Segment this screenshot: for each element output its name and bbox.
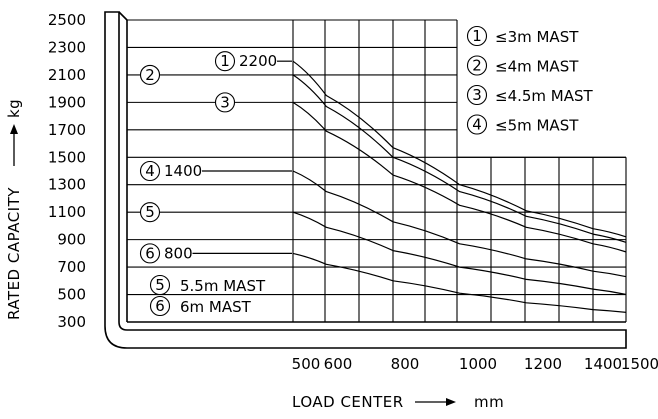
start-label-1: 2200 (239, 52, 277, 70)
legend-3-marker-number: 3 (472, 86, 482, 104)
legend-3-text: ≤4.5m MAST (495, 87, 594, 105)
y-tick-2100: 2100 (48, 66, 86, 84)
start-marker-2-number: 2 (145, 66, 155, 84)
series-6-line (292, 252, 627, 313)
y-tick-500: 500 (57, 286, 86, 304)
start-marker-6-circle (139, 243, 161, 264)
start-marker-5-number: 5 (145, 203, 155, 221)
start-marker-2-circle (139, 64, 161, 85)
y-tick-2500: 2500 (48, 11, 86, 29)
chart-grid (127, 19, 627, 323)
x-tick-800: 800 (391, 355, 420, 373)
y-tick-900: 900 (57, 231, 86, 249)
y-axis-arrow-head (10, 124, 18, 134)
legend-5-marker-circle (149, 274, 171, 296)
legend-4-marker-circle (466, 114, 488, 135)
y-tick-1900: 1900 (48, 93, 86, 111)
y-axis-unit: kg (5, 99, 23, 118)
start-marker-1-circle (214, 51, 236, 72)
x-tick-1000: 1000 (459, 355, 497, 373)
legend-1-marker-circle (466, 25, 488, 47)
legend-5-marker-number: 5 (155, 276, 165, 294)
start-marker-5-circle (139, 202, 161, 223)
chart-legend: 1 ≤3m MAST 2 ≤4m MAST 3 ≤4.5m MAST 4 ≤5m MAST 5 5… (149, 25, 594, 317)
legend-1-marker-number: 1 (472, 27, 482, 45)
start-marker-4-number: 4 (145, 162, 155, 180)
y-tick-1500: 1500 (48, 148, 86, 166)
legend-4-text: ≤5m MAST (495, 117, 579, 135)
frame-corner (118, 11, 128, 21)
start-label-6: 800 (164, 244, 193, 262)
start-labels: 2200 1 2 3 1400 4 5 800 6 (139, 51, 292, 264)
frame-outline (104, 11, 627, 349)
x-tick-1500: 1500 (621, 355, 658, 373)
legend-5-text: 5.5m MAST (180, 277, 266, 295)
y-axis-title-group: RATED CAPACITY kg (5, 99, 23, 320)
y-tick-300: 300 (57, 313, 86, 331)
x-tick-600: 600 (324, 355, 353, 373)
series-3-line (292, 101, 627, 253)
start-marker-1-number: 1 (220, 52, 230, 70)
series-4-line (292, 170, 627, 278)
start-marker-3-number: 3 (220, 93, 230, 111)
x-axis-arrow-head (446, 398, 456, 406)
legend-6-marker-number: 6 (155, 297, 165, 315)
y-tick-1700: 1700 (48, 121, 86, 139)
y-tick-700: 700 (57, 258, 86, 276)
legend-6-text: 6m MAST (180, 298, 252, 316)
start-marker-4-circle (139, 160, 161, 182)
legend-1-text: ≤3m MAST (495, 28, 579, 46)
x-tick-1200: 1200 (524, 355, 562, 373)
x-axis-unit: mm (474, 393, 504, 411)
x-tick-1400: 1400 (584, 355, 622, 373)
legend-6-marker-circle (149, 295, 171, 317)
start-marker-3-circle (214, 92, 236, 113)
y-tick-1300: 1300 (48, 176, 86, 194)
legend-4-marker-number: 4 (472, 116, 482, 134)
legend-3-marker-circle (466, 84, 488, 106)
x-axis-title: LOAD CENTER (292, 393, 404, 411)
series-5-line (292, 211, 627, 296)
start-marker-6-number: 6 (145, 244, 155, 262)
legend-2-marker-circle (466, 55, 488, 76)
y-tick-1100: 1100 (48, 203, 86, 221)
legend-2-marker-number: 2 (472, 57, 482, 75)
series-1-line (292, 60, 627, 238)
y-axis-title: RATED CAPACITY (5, 187, 23, 320)
y-tick-2300: 2300 (48, 38, 86, 56)
y-tick-labels: 300 500 700 900 1100 1300 1500 1700 1900 2100 2300… (48, 11, 86, 331)
chart-series (292, 60, 627, 313)
series-2-line (292, 74, 627, 243)
legend-2-text: ≤4m MAST (495, 58, 579, 76)
x-tick-500: 500 (292, 355, 321, 373)
start-label-4: 1400 (164, 162, 202, 180)
